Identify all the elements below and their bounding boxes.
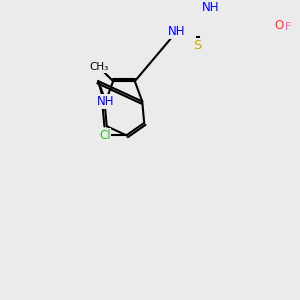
Text: Cl: Cl <box>99 129 110 142</box>
Text: NH: NH <box>202 1 220 14</box>
Text: S: S <box>193 39 201 52</box>
Text: O: O <box>274 19 283 32</box>
Text: F: F <box>298 29 300 39</box>
Text: NH: NH <box>168 25 185 38</box>
Text: CH₃: CH₃ <box>90 62 109 73</box>
Text: F: F <box>298 44 300 54</box>
Text: F: F <box>285 22 292 32</box>
Text: NH: NH <box>97 95 115 108</box>
